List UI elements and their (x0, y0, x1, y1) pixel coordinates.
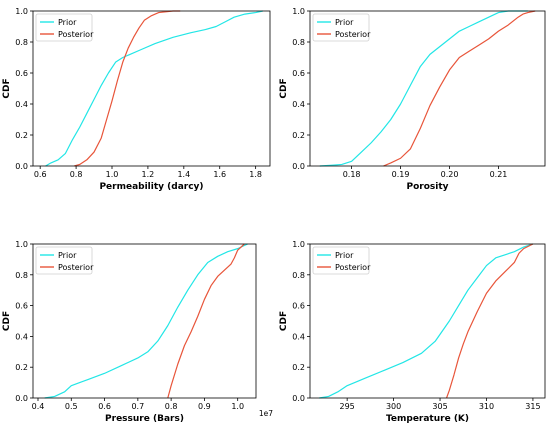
legend-label-posterior: Posterior (58, 30, 94, 39)
x-tick-label: 0.8 (70, 170, 83, 179)
x-axis-label: Permeability (darcy) (99, 182, 203, 192)
y-tick-label: 0.4 (292, 100, 305, 109)
y-tick-label: 0.6 (15, 302, 28, 311)
x-tick-label: 1.4 (177, 170, 190, 179)
x-tick-label: 0.21 (490, 170, 508, 179)
plot-frame (32, 243, 257, 399)
y-tick-label: 1.0 (15, 7, 28, 16)
x-tick-label: 1.6 (213, 170, 226, 179)
legend-label-prior: Prior (335, 18, 354, 27)
y-tick-label: 0.0 (292, 162, 305, 171)
x-axis-label: Porosity (406, 182, 448, 192)
y-tick-label: 1.0 (15, 240, 28, 249)
legend-label-posterior: Posterior (335, 30, 371, 39)
series-line-prior (319, 10, 528, 167)
legend-label-prior: Prior (58, 251, 77, 260)
series-line-prior (45, 10, 263, 167)
y-tick-label: 0.8 (15, 271, 28, 280)
y-tick-label: 0.0 (15, 394, 28, 403)
series-line-posterior (383, 10, 536, 167)
y-tick-label: 1.0 (292, 7, 305, 16)
y-tick-label: 0.0 (292, 394, 305, 403)
legend: Prior Posterior (312, 13, 371, 42)
plot-frame (32, 10, 271, 167)
legend: Prior Posterior (35, 246, 94, 275)
y-tick-label: 0.4 (15, 100, 28, 109)
x-tick-label: 0.19 (392, 170, 410, 179)
x-tick-label: 0.9 (198, 402, 211, 411)
x-tick-label: 0.5 (65, 402, 78, 411)
y-tick-label: 0.2 (15, 131, 28, 140)
y-tick-label: 0.4 (15, 332, 28, 341)
legend: Prior Posterior (35, 13, 94, 42)
y-tick-label: 0.8 (292, 38, 305, 47)
x-offset-text: 1e7 (259, 409, 273, 418)
y-tick-label: 0.2 (292, 363, 305, 372)
x-tick-label: 300 (386, 402, 401, 411)
x-tick-label: 315 (525, 402, 540, 411)
series-line-posterior (74, 10, 181, 167)
x-tick-label: 1.0 (106, 170, 119, 179)
x-tick-label: 0.8 (165, 402, 178, 411)
y-tick-label: 0.0 (15, 162, 28, 171)
x-tick-label: 0.6 (34, 170, 47, 179)
y-axis-label: CDF (279, 311, 289, 331)
x-tick-label: 0.7 (131, 402, 144, 411)
chart-2: 0.18 0.19 0.20 0.21 0.0 0.2 0.4 0.6 0.8 1.0 Porosi… (279, 7, 546, 192)
x-tick-label: 0.20 (441, 170, 459, 179)
series-line-prior (44, 243, 248, 399)
legend: Prior Posterior (312, 246, 371, 275)
chart-3: 0.4 0.5 0.6 0.7 0.8 0.9 1.0 0.0 0.2 0.4 0.6 0.8 1.0 P… (2, 240, 273, 424)
y-axis-label: CDF (2, 78, 12, 98)
legend-label-prior: Prior (58, 18, 77, 27)
x-tick-label: 310 (479, 402, 494, 411)
series-line-posterior (445, 243, 534, 399)
x-tick-label: 1.2 (142, 170, 155, 179)
x-tick-label: 0.6 (98, 402, 111, 411)
series-line-prior (319, 243, 534, 399)
legend-label-prior: Prior (335, 251, 354, 260)
x-axis-label: Pressure (Bars) (105, 414, 184, 424)
y-tick-label: 1.0 (292, 240, 305, 249)
x-tick-label: 0.4 (32, 402, 45, 411)
y-axis-label: CDF (279, 78, 289, 98)
y-tick-label: 0.6 (292, 302, 305, 311)
series-line-posterior (167, 243, 245, 399)
chart-4: 295 300 305 310 315 0.0 0.2 0.4 0.6 0.8 1.0 Tempera… (279, 240, 546, 424)
x-tick-label: 1.8 (249, 170, 262, 179)
y-tick-label: 0.6 (15, 69, 28, 78)
chart-1: 0.6 0.8 1.0 1.2 1.4 1.6 1.8 0.0 0.2 0.4 0.6 0.8 1.0 P… (2, 7, 271, 192)
y-tick-label: 0.4 (292, 332, 305, 341)
plot-frame (309, 243, 546, 399)
y-tick-label: 0.8 (15, 38, 28, 47)
x-tick-label: 295 (340, 402, 355, 411)
y-tick-label: 0.2 (15, 363, 28, 372)
y-tick-label: 0.6 (292, 69, 305, 78)
x-axis-label: Temperature (K) (386, 414, 469, 424)
y-tick-label: 0.2 (292, 131, 305, 140)
y-tick-label: 0.8 (292, 271, 305, 280)
legend-label-posterior: Posterior (58, 263, 94, 272)
plot-frame (309, 10, 546, 167)
legend-label-posterior: Posterior (335, 263, 371, 272)
y-axis-label: CDF (2, 311, 12, 331)
x-tick-label: 1.0 (231, 402, 244, 411)
x-tick-label: 0.18 (343, 170, 361, 179)
x-tick-label: 305 (432, 402, 447, 411)
